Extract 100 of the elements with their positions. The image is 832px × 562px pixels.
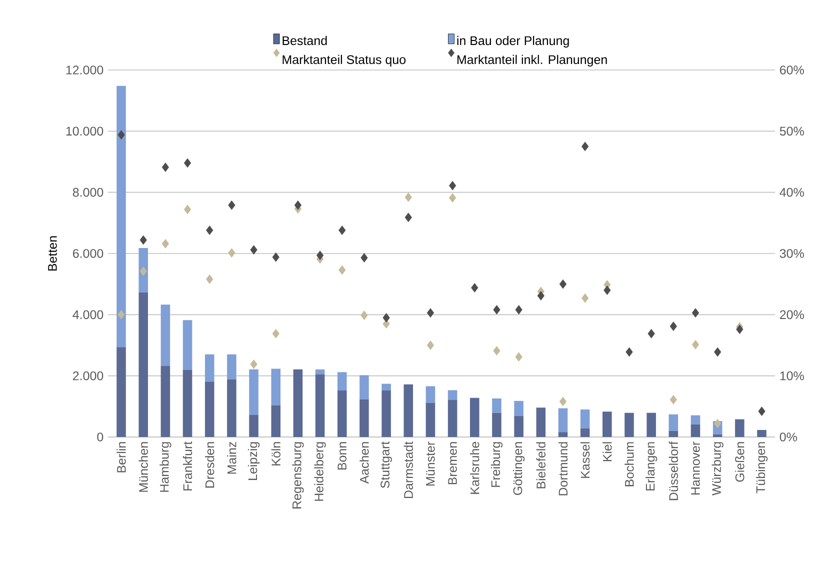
point	[228, 200, 236, 210]
point	[272, 328, 280, 338]
bar	[204, 382, 214, 437]
bar	[382, 384, 391, 391]
point	[515, 352, 522, 362]
x-tick-label: Kassel	[580, 442, 590, 478]
point	[426, 308, 434, 318]
bar	[690, 424, 700, 437]
point	[670, 394, 677, 404]
point	[692, 308, 700, 318]
x-tick-label: Berlin	[116, 442, 126, 472]
y2-tick-label: 20%	[780, 310, 804, 320]
point	[250, 245, 258, 255]
bar	[580, 428, 590, 437]
x-tick-label: Karlsruhe	[470, 442, 480, 494]
point	[228, 248, 236, 258]
y-tick-label: 10.000	[66, 126, 104, 136]
point	[338, 265, 346, 275]
bar	[536, 408, 546, 437]
bar	[492, 398, 502, 413]
bar	[448, 400, 458, 437]
point	[404, 192, 412, 202]
bar	[315, 369, 325, 374]
x-tick-label: Gießen	[735, 442, 744, 482]
bar	[735, 419, 744, 437]
bar	[116, 86, 126, 348]
legend-label: Bestand	[282, 36, 327, 46]
bar	[646, 412, 656, 437]
y-tick-label: 4.000	[72, 310, 104, 320]
bar	[293, 369, 303, 437]
bar	[382, 390, 391, 437]
point	[140, 266, 147, 276]
y-tick-label: 8.000	[72, 188, 104, 197]
point	[670, 322, 677, 331]
point	[272, 252, 280, 262]
bar	[138, 248, 148, 292]
point	[515, 305, 522, 314]
point	[162, 239, 169, 248]
bar	[337, 372, 347, 391]
bar	[182, 370, 192, 437]
y2-tick-label: 60%	[780, 66, 804, 74]
x-tick-label: Frankfurt	[182, 441, 192, 490]
bar	[249, 414, 258, 437]
x-tick-label: Göttingen	[512, 442, 525, 495]
y-axis-title: Betten	[48, 236, 57, 271]
point	[426, 340, 434, 350]
y-tick-label: 12.000	[66, 66, 104, 74]
point	[626, 347, 633, 357]
bar	[116, 347, 126, 437]
bar	[138, 292, 148, 437]
point	[714, 418, 722, 428]
x-tick-label: Dresden	[205, 442, 214, 488]
point	[250, 360, 258, 369]
bar	[448, 390, 458, 400]
point	[184, 158, 192, 168]
x-tick-label: Freiburg	[490, 442, 503, 487]
point	[758, 406, 766, 416]
x-tick-label: Hannover	[691, 442, 700, 495]
x-tick-label: München	[138, 442, 148, 492]
y2-tick-label: 10%	[780, 371, 804, 380]
bar	[558, 432, 568, 437]
bar	[492, 412, 502, 437]
x-tick-label: Stuttgart	[380, 441, 392, 488]
x-tick-label: Regensburg	[292, 442, 304, 508]
point	[448, 180, 456, 190]
bar	[160, 366, 170, 437]
point	[206, 226, 214, 235]
x-tick-label: Bonn	[338, 442, 346, 470]
point	[537, 291, 544, 300]
bar	[271, 405, 280, 437]
point	[206, 274, 214, 284]
x-tick-label: Dortmund	[558, 442, 568, 496]
bar	[624, 412, 634, 437]
point	[648, 328, 655, 338]
point	[714, 347, 722, 357]
bar	[249, 369, 258, 415]
y-tick-label: 2.000	[72, 371, 104, 380]
point	[316, 250, 324, 260]
bar	[271, 368, 280, 406]
y2-tick-label: 50%	[780, 126, 804, 136]
bar	[337, 390, 347, 437]
bar	[160, 304, 170, 366]
bar	[757, 430, 766, 437]
point	[493, 346, 500, 356]
x-tick-label: Aachen	[360, 442, 369, 484]
point	[140, 235, 147, 245]
bar	[514, 416, 524, 437]
bar	[602, 412, 612, 437]
point	[382, 313, 390, 322]
bar	[470, 398, 480, 437]
point	[184, 204, 192, 214]
y2-tick-label: 40%	[780, 188, 804, 197]
x-tick-label: Düsseldorf	[668, 441, 678, 500]
bar	[426, 386, 436, 403]
point	[118, 310, 125, 320]
legend-label: Marktanteil Status quo	[282, 54, 406, 67]
x-tick-label: Mainz	[227, 442, 236, 474]
y-tick-label: 6.000	[72, 249, 104, 258]
point	[162, 162, 169, 172]
bar	[360, 399, 369, 437]
